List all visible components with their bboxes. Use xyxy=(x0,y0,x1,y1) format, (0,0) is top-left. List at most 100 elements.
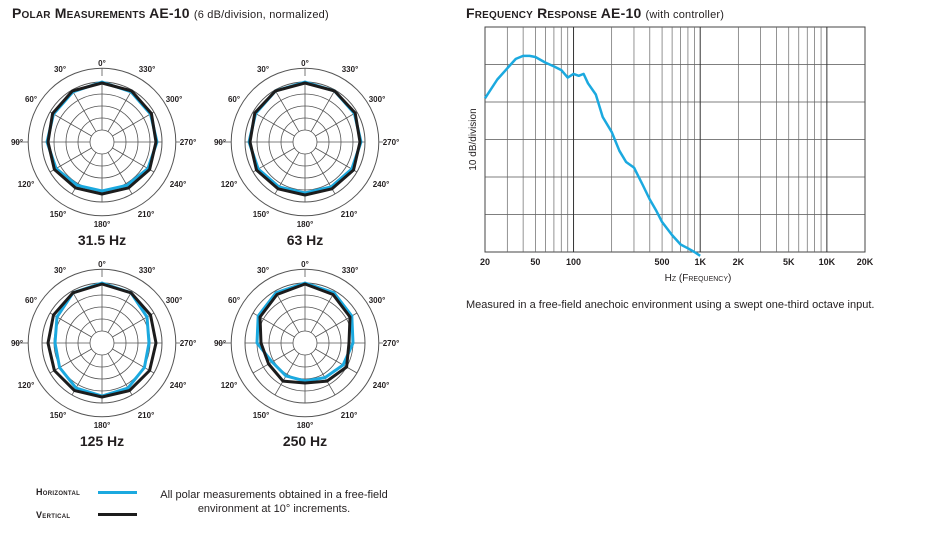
polar-angle-label: 90° xyxy=(214,339,226,348)
response-x-tick-label: 50 xyxy=(530,257,540,267)
polar-angle-label: 90° xyxy=(214,138,226,147)
polar-angle-label: 180° xyxy=(94,421,111,430)
polar-angle-label: 60° xyxy=(25,296,37,305)
polar-spoke xyxy=(71,290,97,333)
polar-spoke xyxy=(71,89,97,132)
response-note: Measured in a free-field anechoic enviro… xyxy=(466,299,875,311)
polar-angle-label: 180° xyxy=(297,220,314,229)
polar-angle-label: 0° xyxy=(98,59,106,68)
polar-spoke xyxy=(274,290,300,333)
polar-spoke xyxy=(252,111,295,137)
polar-spoke xyxy=(49,348,92,374)
polar-angle-label: 150° xyxy=(50,411,67,420)
polar-angle-label: 240° xyxy=(170,180,187,189)
response-x-tick-label: 10K xyxy=(819,257,836,267)
polar-spoke xyxy=(49,111,92,137)
polar-spoke xyxy=(112,111,155,137)
response-x-tick-label: 20K xyxy=(857,257,874,267)
polar-angle-label: 180° xyxy=(94,220,111,229)
polar-series-horizontal xyxy=(255,281,355,383)
polar-angle-label: 150° xyxy=(253,411,270,420)
response-title-main: Frequency Response AE-10 xyxy=(466,5,642,21)
polar-spoke xyxy=(107,290,133,333)
polar-angle-label: 30° xyxy=(54,65,66,74)
polar-title-sub: (6 dB/division, normalized) xyxy=(193,9,329,21)
polar-spoke xyxy=(315,111,358,137)
polar-spoke xyxy=(252,147,295,173)
polar-frequency-label: 250 Hz xyxy=(283,433,327,449)
polar-angle-label: 240° xyxy=(170,381,187,390)
polar-angle-label: 150° xyxy=(50,210,67,219)
polar-angle-label: 300° xyxy=(166,95,183,104)
polar-angle-label: 120° xyxy=(18,180,35,189)
polar-angle-label: 120° xyxy=(18,381,35,390)
polar-angle-label: 210° xyxy=(341,411,358,420)
polar-series-vertical xyxy=(46,81,158,196)
legend-horizontal-label: Horizontal xyxy=(36,487,81,497)
polar-spoke xyxy=(315,348,358,374)
polar-angle-label: 300° xyxy=(369,296,386,305)
polar-plot: 0° 30° 60° 90° 120° 150° 180° 210° 240° 270° 300° 3… xyxy=(11,59,196,248)
polar-angle-label: 330° xyxy=(342,266,359,275)
polar-angle-label: 330° xyxy=(139,65,156,74)
polar-angle-label: 210° xyxy=(341,210,358,219)
response-x-tick-label: 500 xyxy=(655,257,670,267)
polar-angle-label: 150° xyxy=(253,210,270,219)
legend-vertical-label: Vertical xyxy=(36,510,71,520)
polar-angle-label: 240° xyxy=(373,381,390,390)
polar-series-vertical xyxy=(258,282,352,385)
polar-series-vertical xyxy=(248,81,362,197)
response-x-tick-label: 20 xyxy=(480,257,490,267)
polar-spoke xyxy=(310,353,336,396)
polar-angle-label: 0° xyxy=(301,260,309,269)
polar-series-vertical xyxy=(46,282,158,399)
polar-title-main: Polar Measurements AE-10 xyxy=(12,5,190,21)
frequency-response-plot: 20 50 100 500 1K 2K 5K 10K 20K 10 dB/division xyxy=(468,26,874,267)
legend-vertical-line xyxy=(98,513,137,516)
polar-angle-label: 0° xyxy=(98,260,106,269)
polar-angle-label: 270° xyxy=(180,138,197,147)
response-x-axis-label-text: Hz (Frequency) xyxy=(664,273,732,284)
polar-title: Polar Measurements AE-10 (6 dB/division,… xyxy=(12,5,329,21)
polar-angle-label: 0° xyxy=(301,59,309,68)
polar-angle-label: 60° xyxy=(228,95,240,104)
polar-frequency-label: 125 Hz xyxy=(80,433,124,449)
polar-angle-label: 300° xyxy=(369,95,386,104)
polar-angle-label: 120° xyxy=(221,381,238,390)
polar-angle-label: 270° xyxy=(383,138,400,147)
polar-spoke xyxy=(315,147,358,173)
response-title-sub: (with controller) xyxy=(645,9,725,21)
response-title: Frequency Response AE-10 (with controlle… xyxy=(466,5,724,21)
response-x-tick-label: 5K xyxy=(783,257,795,267)
response-x-axis-label: Hz (Frequency) xyxy=(638,273,758,284)
response-y-axis-label: 10 dB/division xyxy=(468,108,479,170)
polar-angle-label: 210° xyxy=(138,411,155,420)
polar-angle-label: 210° xyxy=(138,210,155,219)
polar-frequency-label: 63 Hz xyxy=(287,232,324,248)
polar-angle-label: 60° xyxy=(25,95,37,104)
polar-plot: 0° 30° 60° 90° 120° 150° 180° 210° 240° 270° 300° 3… xyxy=(214,260,399,449)
polar-spoke xyxy=(274,353,300,396)
polar-angle-label: 90° xyxy=(11,339,23,348)
polar-spoke xyxy=(274,89,300,132)
polar-spoke xyxy=(252,348,295,374)
response-x-tick-label: 2K xyxy=(733,257,745,267)
polar-angle-label: 30° xyxy=(54,266,66,275)
polar-angle-label: 270° xyxy=(383,339,400,348)
polar-angle-label: 90° xyxy=(11,138,23,147)
polar-angle-label: 120° xyxy=(221,180,238,189)
response-curve xyxy=(483,54,701,257)
polar-angle-label: 330° xyxy=(342,65,359,74)
polar-angle-label: 180° xyxy=(297,421,314,430)
response-x-tick-label: 1K xyxy=(694,257,706,267)
polar-plot: 0° 30° 60° 90° 120° 150° 180° 210° 240° 270° 300° 3… xyxy=(214,59,399,248)
legend-horizontal-line xyxy=(98,491,137,494)
polar-spoke xyxy=(107,89,133,132)
polar-angle-label: 330° xyxy=(139,266,156,275)
polar-angle-label: 60° xyxy=(228,296,240,305)
polar-spoke xyxy=(310,290,336,333)
response-x-tick-label: 100 xyxy=(566,257,581,267)
polar-angle-label: 240° xyxy=(373,180,390,189)
